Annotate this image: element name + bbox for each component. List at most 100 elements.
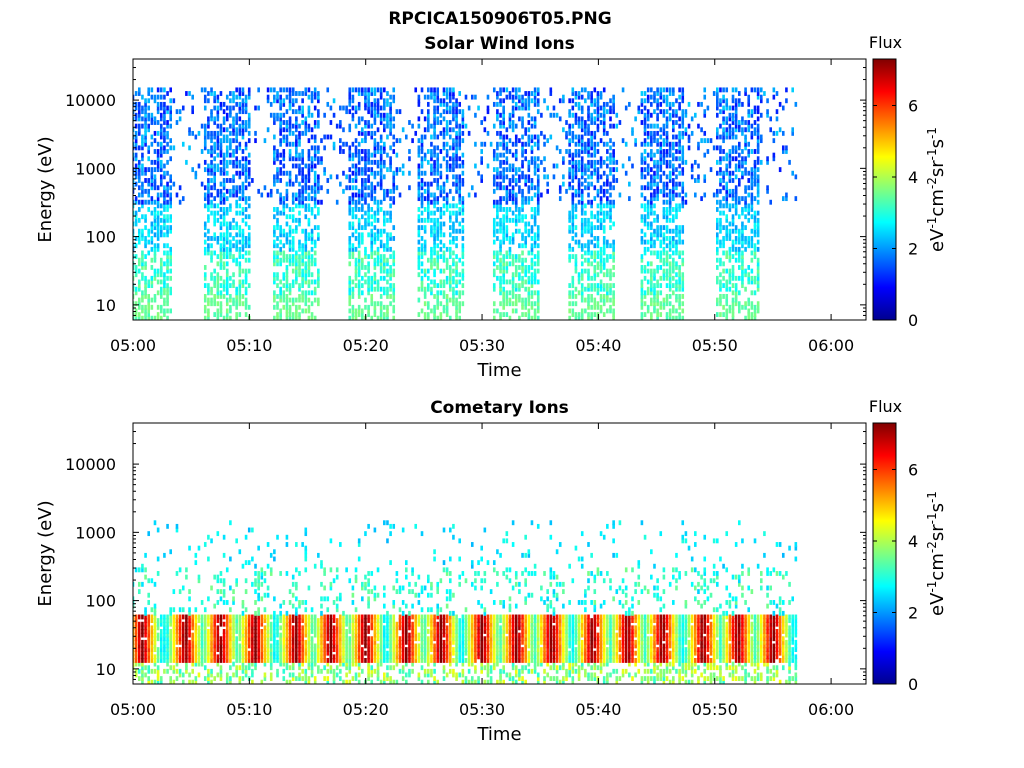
data-cell xyxy=(386,257,389,263)
data-cell xyxy=(687,138,691,144)
data-cell xyxy=(791,130,794,136)
data-cell xyxy=(442,87,446,93)
data-cell xyxy=(502,120,505,125)
data-cell xyxy=(373,130,377,136)
data-cell xyxy=(719,286,722,292)
data-cell xyxy=(238,109,242,115)
data-cell xyxy=(150,141,154,147)
data-cell xyxy=(166,192,169,198)
data-cell xyxy=(536,254,540,260)
data-cell xyxy=(207,203,210,209)
data-cell xyxy=(279,112,282,118)
data-cell xyxy=(678,141,681,147)
data-cell xyxy=(159,286,163,292)
data-cell xyxy=(653,228,656,234)
data-cell xyxy=(741,120,744,125)
data-cell xyxy=(207,130,210,136)
data-cell xyxy=(571,290,575,296)
data-cell xyxy=(593,130,597,136)
data-cell xyxy=(455,297,458,303)
data-cell xyxy=(747,301,751,307)
data-cell xyxy=(222,239,226,245)
data-cell xyxy=(653,203,656,209)
data-cell xyxy=(203,138,207,144)
data-cell xyxy=(361,188,364,194)
data-cell xyxy=(725,268,729,274)
data-cell xyxy=(225,315,229,320)
data-cell xyxy=(580,272,584,278)
data-cell xyxy=(216,279,220,285)
data-cell xyxy=(452,225,455,231)
data-cell xyxy=(436,167,440,173)
data-cell xyxy=(150,167,154,173)
data-cell xyxy=(750,181,754,187)
data-cell xyxy=(650,312,653,318)
data-cell xyxy=(502,185,505,191)
data-cell xyxy=(426,217,430,223)
data-cell xyxy=(719,239,722,245)
data-cell xyxy=(448,297,452,303)
data-cell xyxy=(436,315,440,320)
data-cell xyxy=(433,236,436,241)
data-cell xyxy=(379,185,383,191)
data-cell xyxy=(379,207,383,212)
data-cell xyxy=(665,283,669,289)
data-cell xyxy=(643,290,647,296)
data-cell xyxy=(577,178,581,183)
data-cell xyxy=(750,134,754,140)
data-cell xyxy=(728,156,732,162)
data-cell xyxy=(728,250,732,256)
data-cell xyxy=(423,272,427,278)
data-cell xyxy=(756,123,760,129)
data-cell xyxy=(216,188,220,194)
data-cell xyxy=(304,265,308,270)
data-cell xyxy=(741,239,744,245)
data-cell xyxy=(357,221,361,227)
data-cell xyxy=(653,174,656,180)
data-cell xyxy=(229,239,232,245)
data-cell xyxy=(373,174,377,180)
data-cell xyxy=(455,272,458,278)
data-cell xyxy=(417,98,421,104)
data-cell xyxy=(772,138,776,144)
data-cell xyxy=(225,261,229,267)
data-cell xyxy=(448,127,452,133)
data-cell xyxy=(320,156,323,162)
data-cell xyxy=(731,127,735,133)
data-cell xyxy=(133,185,135,191)
data-cell xyxy=(668,239,672,245)
data-cell xyxy=(188,91,191,96)
data-cell xyxy=(653,290,656,296)
data-cell xyxy=(565,130,568,136)
data-cell xyxy=(458,308,462,314)
data-cell xyxy=(288,254,292,260)
data-cell xyxy=(461,159,465,165)
data-cell xyxy=(668,283,672,289)
data-cell xyxy=(659,101,663,107)
data-cell xyxy=(571,199,575,205)
data-cell xyxy=(282,203,286,209)
data-cell xyxy=(640,301,644,307)
data-cell xyxy=(744,246,747,252)
data-cell xyxy=(345,185,348,191)
data-cell xyxy=(587,294,590,299)
data-cell xyxy=(722,87,725,93)
data-cell xyxy=(426,203,430,209)
data-cell xyxy=(241,123,245,129)
data-cell xyxy=(191,167,194,173)
data-cell xyxy=(568,217,571,223)
data-cell xyxy=(750,279,754,285)
data-cell xyxy=(609,152,612,158)
data-cell xyxy=(144,315,147,320)
data-cell xyxy=(229,178,232,183)
data-cell xyxy=(426,192,430,198)
data-cell xyxy=(492,301,496,307)
data-cell xyxy=(716,130,719,136)
data-cell xyxy=(163,138,166,144)
data-cell xyxy=(514,214,518,220)
data-cell xyxy=(731,116,735,122)
x-tick-label: 05:50 xyxy=(692,336,738,355)
data-cell xyxy=(514,286,518,292)
data-cell xyxy=(756,192,760,198)
data-cell xyxy=(436,225,440,231)
